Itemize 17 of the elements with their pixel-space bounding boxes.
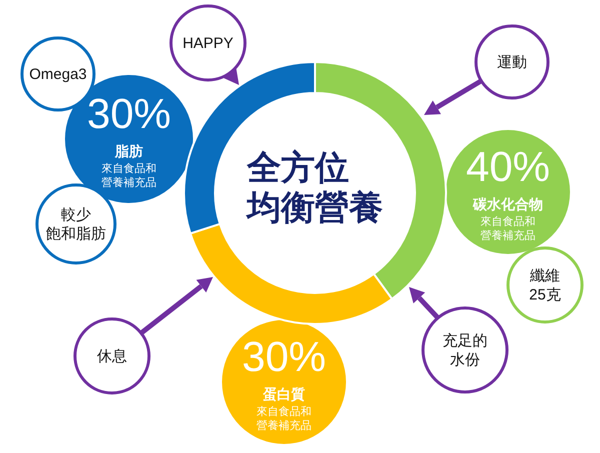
text: 休息 [97, 348, 127, 365]
data-label: 30% [86, 90, 172, 137]
data-label: 40% [466, 143, 550, 190]
text: 較少飽和脂肪 [46, 206, 106, 242]
text: 來自食品和營養補充品 [256, 405, 312, 432]
slice-label: 脂肪 [114, 143, 143, 159]
text: 來自食品和營養補充品 [102, 162, 156, 189]
text: 運動 [497, 54, 527, 71]
text: 充足的水份 [442, 332, 488, 368]
text: 全方位均衡營養 [245, 149, 383, 227]
slice-label: 蛋白質 [262, 386, 305, 402]
text: HAPPY [182, 35, 234, 52]
text: 纖維25克 [529, 268, 561, 304]
text: Omega3 [29, 66, 87, 83]
text: 來自食品和營養補充品 [480, 215, 536, 242]
data-label: 30% [242, 333, 326, 380]
slice-label: 碳水化合物 [472, 196, 543, 212]
